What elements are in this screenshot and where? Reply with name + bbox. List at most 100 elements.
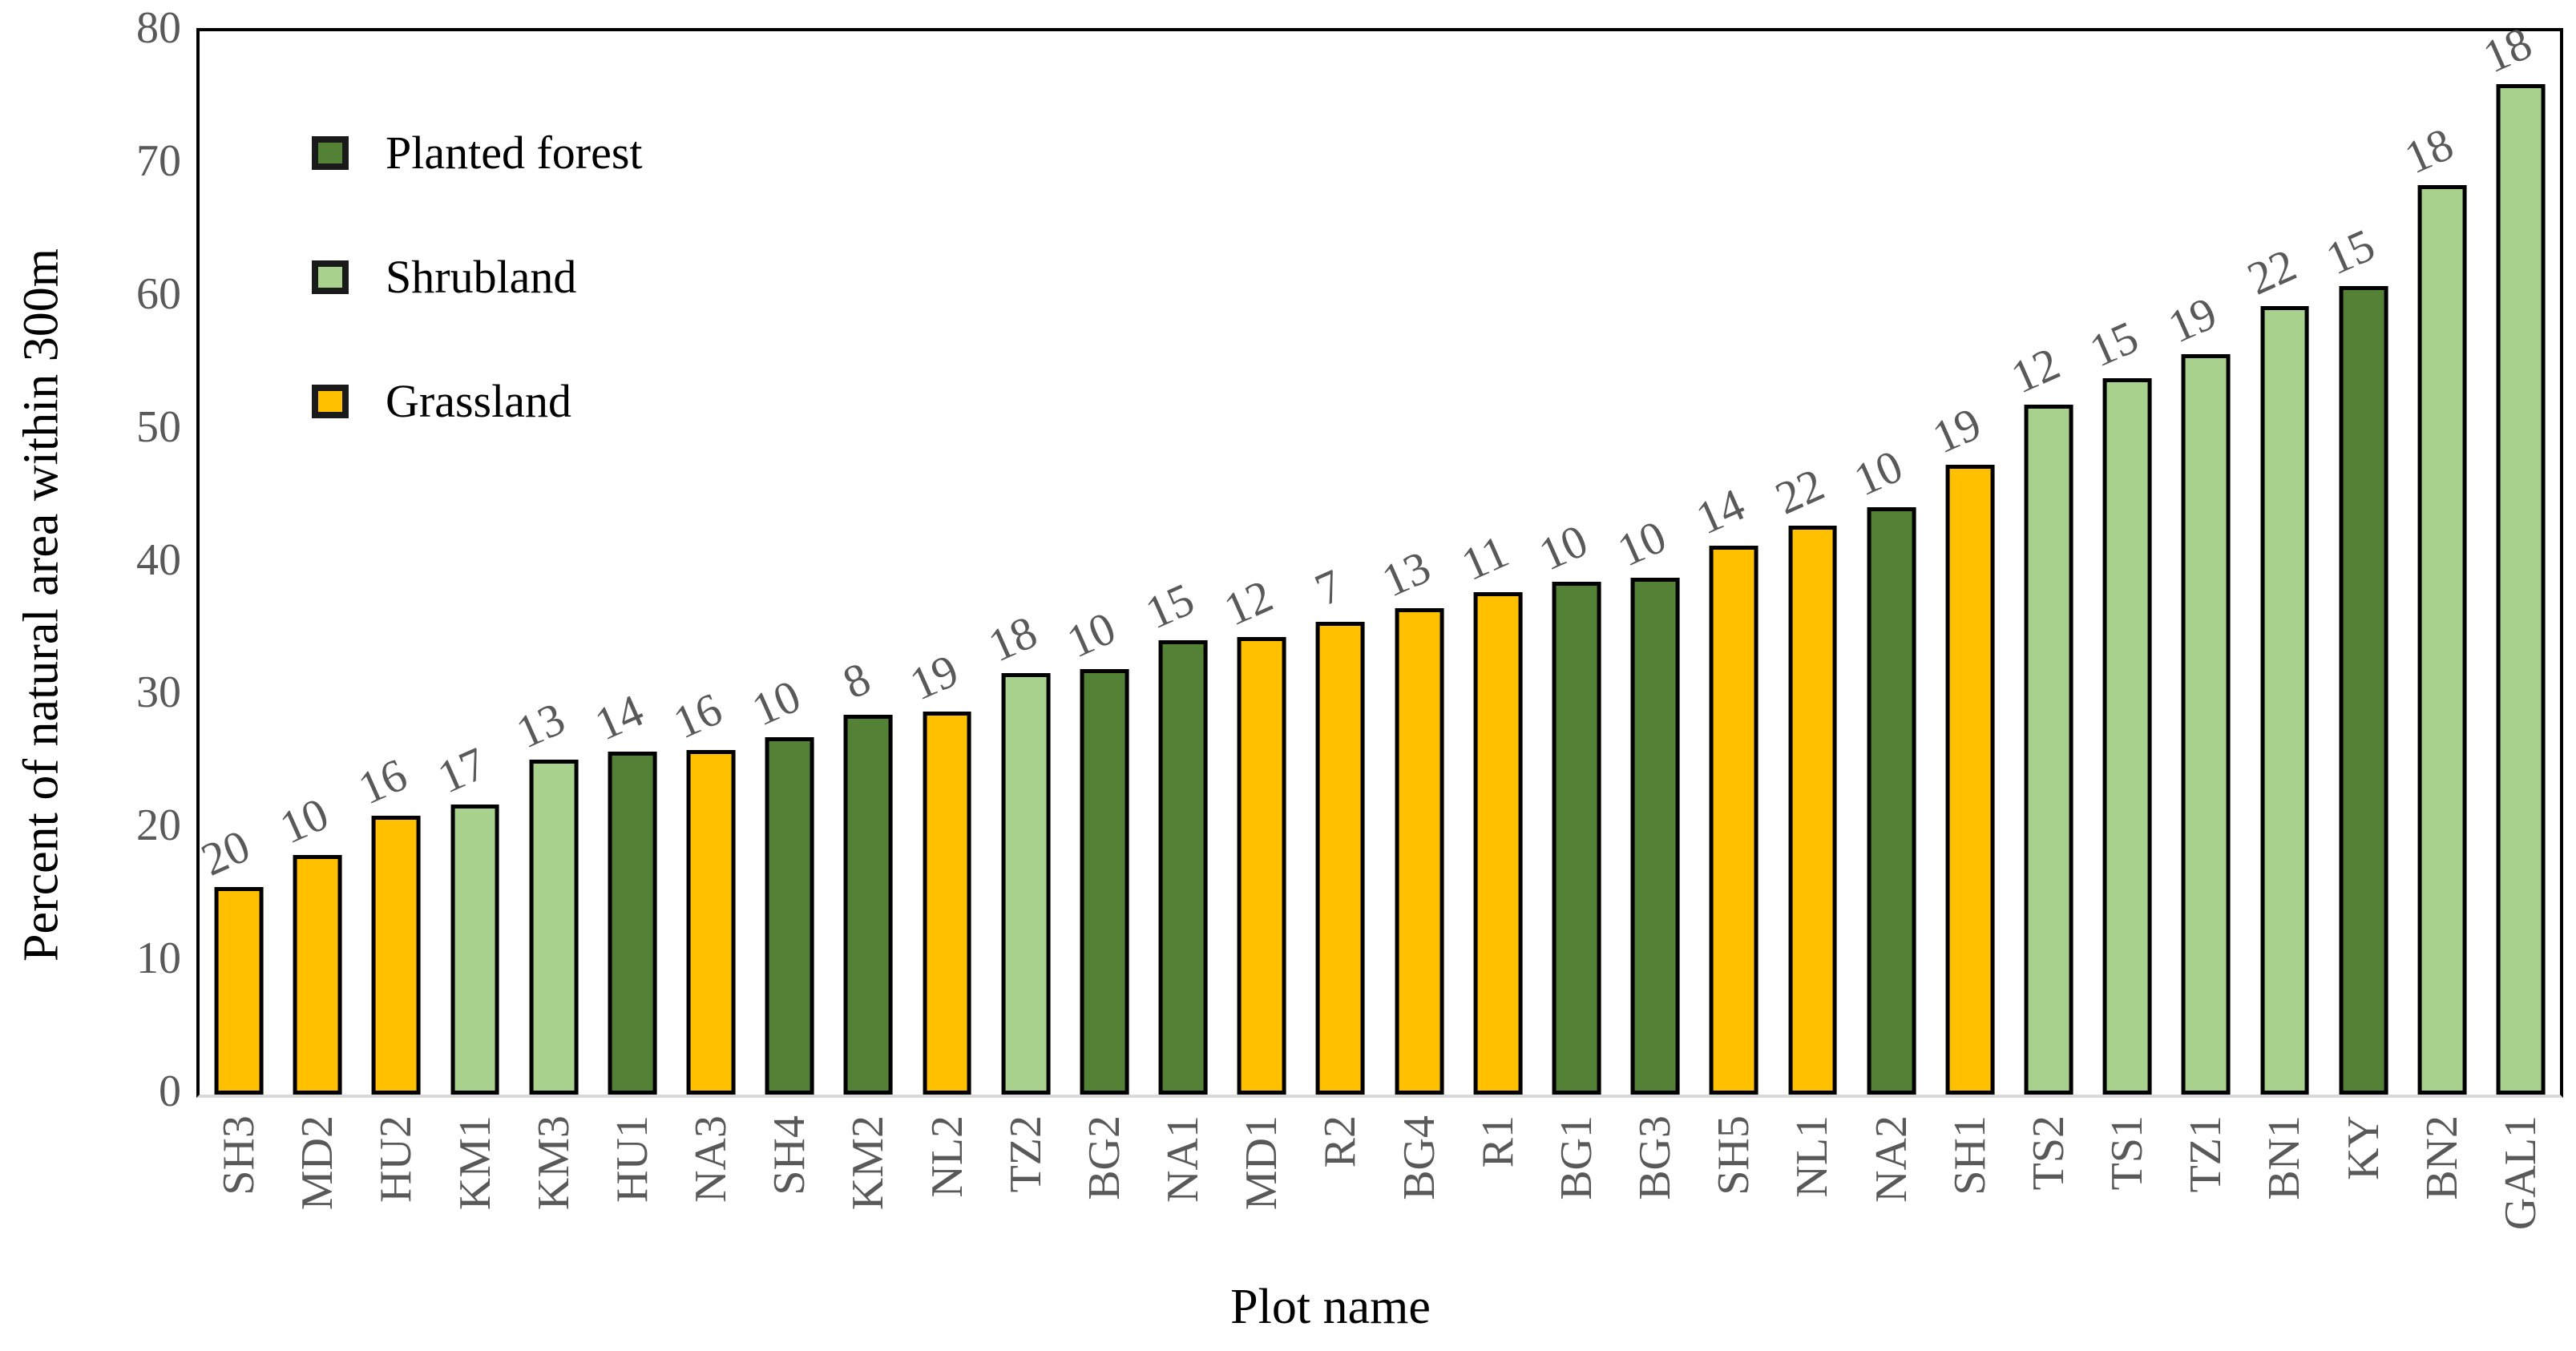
x-tick-label-SH5: SH5 bbox=[1709, 1115, 1759, 1196]
x-axis-title: Plot name bbox=[1230, 1280, 1431, 1334]
bar-band-BN1: 22 bbox=[2239, 31, 2324, 1095]
bar-value-label: 18 bbox=[2475, 16, 2540, 83]
x-tick-label-HU1: HU1 bbox=[607, 1115, 657, 1203]
bar-BG4 bbox=[1395, 607, 1444, 1095]
bar-value-label: 12 bbox=[1216, 569, 1281, 636]
bar-value-label: 13 bbox=[1374, 540, 1438, 607]
bar-band-HU2: 16 bbox=[351, 31, 435, 1095]
x-tick-label-GAL1: GAL1 bbox=[2495, 1115, 2546, 1231]
bar-NL1 bbox=[1788, 526, 1837, 1095]
bar-band-SH1: 19 bbox=[1925, 31, 2009, 1095]
bar-SH5 bbox=[1709, 545, 1758, 1095]
bar-band-SH5: 14 bbox=[1689, 31, 1773, 1095]
bar-value-label: 18 bbox=[980, 605, 1044, 672]
bar-value-label: 17 bbox=[430, 736, 494, 804]
bar-band-KY: 15 bbox=[2318, 31, 2403, 1095]
bar-value-label: 19 bbox=[902, 643, 966, 711]
bar-NA2 bbox=[1867, 506, 1916, 1095]
bar-value-label: 15 bbox=[2318, 219, 2382, 286]
bar-R1 bbox=[1473, 592, 1523, 1095]
bar-value-label: 16 bbox=[665, 682, 730, 749]
bar-BG2 bbox=[1080, 669, 1129, 1095]
bar-band-NA2: 10 bbox=[1846, 31, 1931, 1095]
bar-band-TZ2: 18 bbox=[980, 31, 1065, 1095]
bar-band-HU1: 14 bbox=[587, 31, 672, 1095]
bar-NA1 bbox=[1158, 639, 1208, 1095]
bar-value-label: 15 bbox=[2081, 310, 2146, 377]
bar-BN1 bbox=[2260, 306, 2309, 1095]
y-tick-label: 10 bbox=[136, 934, 181, 984]
bar-R2 bbox=[1316, 621, 1365, 1095]
bar-value-label: 7 bbox=[1307, 558, 1351, 616]
bar-value-label: 14 bbox=[587, 684, 652, 751]
bar-band-NL1: 22 bbox=[1767, 31, 1851, 1095]
bar-KM3 bbox=[529, 760, 579, 1095]
x-tick-label-NA2: NA2 bbox=[1866, 1115, 1916, 1203]
bar-BG3 bbox=[1630, 577, 1680, 1095]
bar-band-BG1: 10 bbox=[1532, 31, 1616, 1095]
bar-KM1 bbox=[450, 805, 500, 1095]
x-tick-label-BN1: BN1 bbox=[2259, 1115, 2310, 1200]
y-tick-label: 0 bbox=[159, 1067, 181, 1116]
bar-HU2 bbox=[371, 815, 421, 1095]
x-tick-label-R1: R1 bbox=[1472, 1115, 1523, 1168]
x-tick-label-TZ1: TZ1 bbox=[2181, 1115, 2231, 1193]
legend-label: Grassland bbox=[386, 375, 571, 427]
bar-value-label: 13 bbox=[508, 692, 572, 759]
legend-label: Planted forest bbox=[386, 127, 643, 179]
bar-value-label: 12 bbox=[2003, 337, 2068, 404]
bar-value-label: 20 bbox=[193, 819, 258, 886]
y-tick-label: 50 bbox=[136, 401, 181, 452]
legend: Planted forest Shrubland Grassland bbox=[312, 126, 643, 428]
bar-band-KM3: 13 bbox=[508, 31, 593, 1095]
bar-MD1 bbox=[1237, 637, 1286, 1095]
bar-band-NA3: 16 bbox=[666, 31, 750, 1095]
bar-value-label: 10 bbox=[1609, 510, 1674, 577]
bar-band-BG3: 10 bbox=[1610, 31, 1694, 1095]
bar-KY bbox=[2339, 286, 2388, 1095]
bar-value-label: 10 bbox=[1846, 439, 1910, 506]
bar-band-BG2: 10 bbox=[1060, 31, 1144, 1095]
bar-TZ2 bbox=[1001, 673, 1051, 1095]
bar-value-label: 10 bbox=[744, 669, 809, 736]
legend-swatch-icon bbox=[312, 135, 349, 170]
bar-GAL1 bbox=[2496, 84, 2546, 1095]
bar-KM2 bbox=[844, 714, 893, 1095]
bar-band-GAL1: 18 bbox=[2476, 17, 2560, 1095]
bar-NL2 bbox=[923, 712, 972, 1095]
legend-item-grassland: Grassland bbox=[312, 374, 643, 428]
x-tick-label-BG1: BG1 bbox=[1551, 1115, 1601, 1200]
bar-value-label: 16 bbox=[351, 748, 415, 815]
x-tick-label-KM3: KM3 bbox=[528, 1115, 579, 1211]
bar-NA3 bbox=[686, 750, 736, 1095]
bar-band-BN2: 18 bbox=[2397, 31, 2481, 1095]
y-tick-label: 80 bbox=[136, 3, 181, 53]
bar-band-BG4: 13 bbox=[1374, 31, 1459, 1095]
bar-BN2 bbox=[2417, 185, 2467, 1095]
x-tick-label-SH4: SH4 bbox=[765, 1115, 815, 1196]
x-tick-label-MD2: MD2 bbox=[293, 1115, 343, 1211]
bar-TZ1 bbox=[2181, 354, 2231, 1095]
legend-item-planted-forest: Planted forest bbox=[312, 126, 643, 179]
x-tick-label-TS1: TS1 bbox=[2102, 1115, 2153, 1191]
bar-value-label: 14 bbox=[1688, 478, 1753, 545]
bar-value-label: 15 bbox=[1137, 572, 1202, 639]
bar-band-NL2: 19 bbox=[902, 31, 987, 1095]
bar-band-SH3: 20 bbox=[194, 31, 278, 1095]
plot-area: Planted forest Shrubland Grassland 20 10 16 1… bbox=[194, 17, 2563, 1098]
y-tick-label: 70 bbox=[136, 135, 181, 186]
x-tick-label-TS2: TS2 bbox=[2023, 1115, 2073, 1191]
bar-HU1 bbox=[608, 752, 657, 1095]
x-tick-label-BG4: BG4 bbox=[1394, 1115, 1444, 1200]
x-tick-label-BN2: BN2 bbox=[2417, 1115, 2467, 1200]
x-tick-label-KM2: KM2 bbox=[843, 1115, 894, 1211]
bar-band-MD2: 10 bbox=[273, 31, 357, 1095]
legend-swatch-icon bbox=[312, 384, 349, 418]
bar-value-label: 10 bbox=[272, 788, 337, 854]
x-tick-label-NL1: NL1 bbox=[1787, 1115, 1838, 1198]
bar-SH4 bbox=[765, 736, 814, 1095]
bar-TS2 bbox=[2024, 405, 2073, 1095]
bar-value-label: 8 bbox=[835, 651, 878, 709]
bar-MD2 bbox=[293, 855, 342, 1095]
bar-value-label: 19 bbox=[2161, 286, 2225, 353]
